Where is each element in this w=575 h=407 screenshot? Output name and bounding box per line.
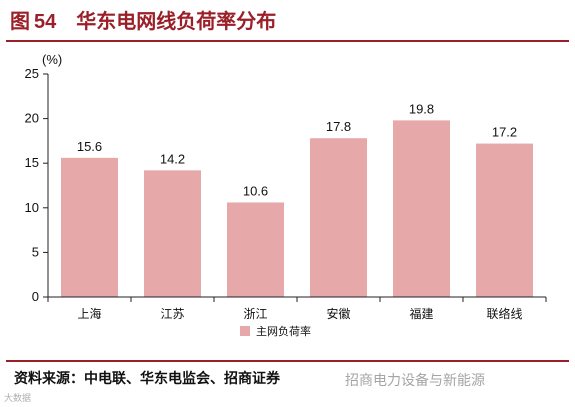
data-label: 17.8 xyxy=(326,119,351,134)
y-tick-label: 0 xyxy=(32,289,39,304)
y-tick-label: 20 xyxy=(25,111,39,126)
data-label: 17.2 xyxy=(492,125,517,140)
y-tick-label: 10 xyxy=(25,200,39,215)
source-divider xyxy=(6,360,569,362)
y-tick-label: 15 xyxy=(25,155,39,170)
bar xyxy=(476,143,533,297)
x-tick-label: 江苏 xyxy=(160,307,184,321)
bar xyxy=(310,138,367,297)
x-tick-label: 上海 xyxy=(77,306,101,321)
bar xyxy=(393,120,450,297)
data-label: 19.8 xyxy=(409,101,434,116)
bar xyxy=(144,170,201,297)
x-axis: 上海 江苏 浙江 安徽 福建 联络线 xyxy=(47,296,547,321)
title-divider xyxy=(6,40,569,42)
x-tick-label: 联络线 xyxy=(486,306,522,321)
figure-title-text: 华东电网线负荷率分布 xyxy=(76,9,277,33)
corner-watermark: 大数据 xyxy=(4,394,32,404)
bars: 15.6 14.2 10.6 17.8 19.8 17.2 xyxy=(61,101,533,297)
x-tick-label: 安徽 xyxy=(326,306,350,321)
y-tick-label: 25 xyxy=(25,66,39,81)
data-label: 14.2 xyxy=(160,151,185,166)
legend-swatch xyxy=(240,326,250,336)
y-axis-unit: (%) xyxy=(42,52,62,67)
source-note: 资料来源：中电联、华东电监会、招商证券 xyxy=(14,371,280,387)
x-tick-label: 福建 xyxy=(409,306,433,321)
legend-label: 主网负荷率 xyxy=(256,324,311,338)
watermark-text: 招商电力设备与新能源 xyxy=(345,373,485,389)
bar xyxy=(227,202,284,297)
bar xyxy=(61,157,118,297)
y-tick-label: 5 xyxy=(32,244,39,259)
figure-title: 图 54 华东电网线负荷率分布 xyxy=(10,6,276,36)
data-label: 10.6 xyxy=(243,183,268,198)
figure-number: 54 xyxy=(34,11,57,33)
y-axis: 0 5 10 15 20 25 xyxy=(25,66,49,304)
data-label: 15.6 xyxy=(77,139,102,154)
legend: 主网负荷率 xyxy=(240,324,311,338)
figure-label: 图 xyxy=(10,9,30,33)
x-tick-label: 浙江 xyxy=(243,307,267,321)
